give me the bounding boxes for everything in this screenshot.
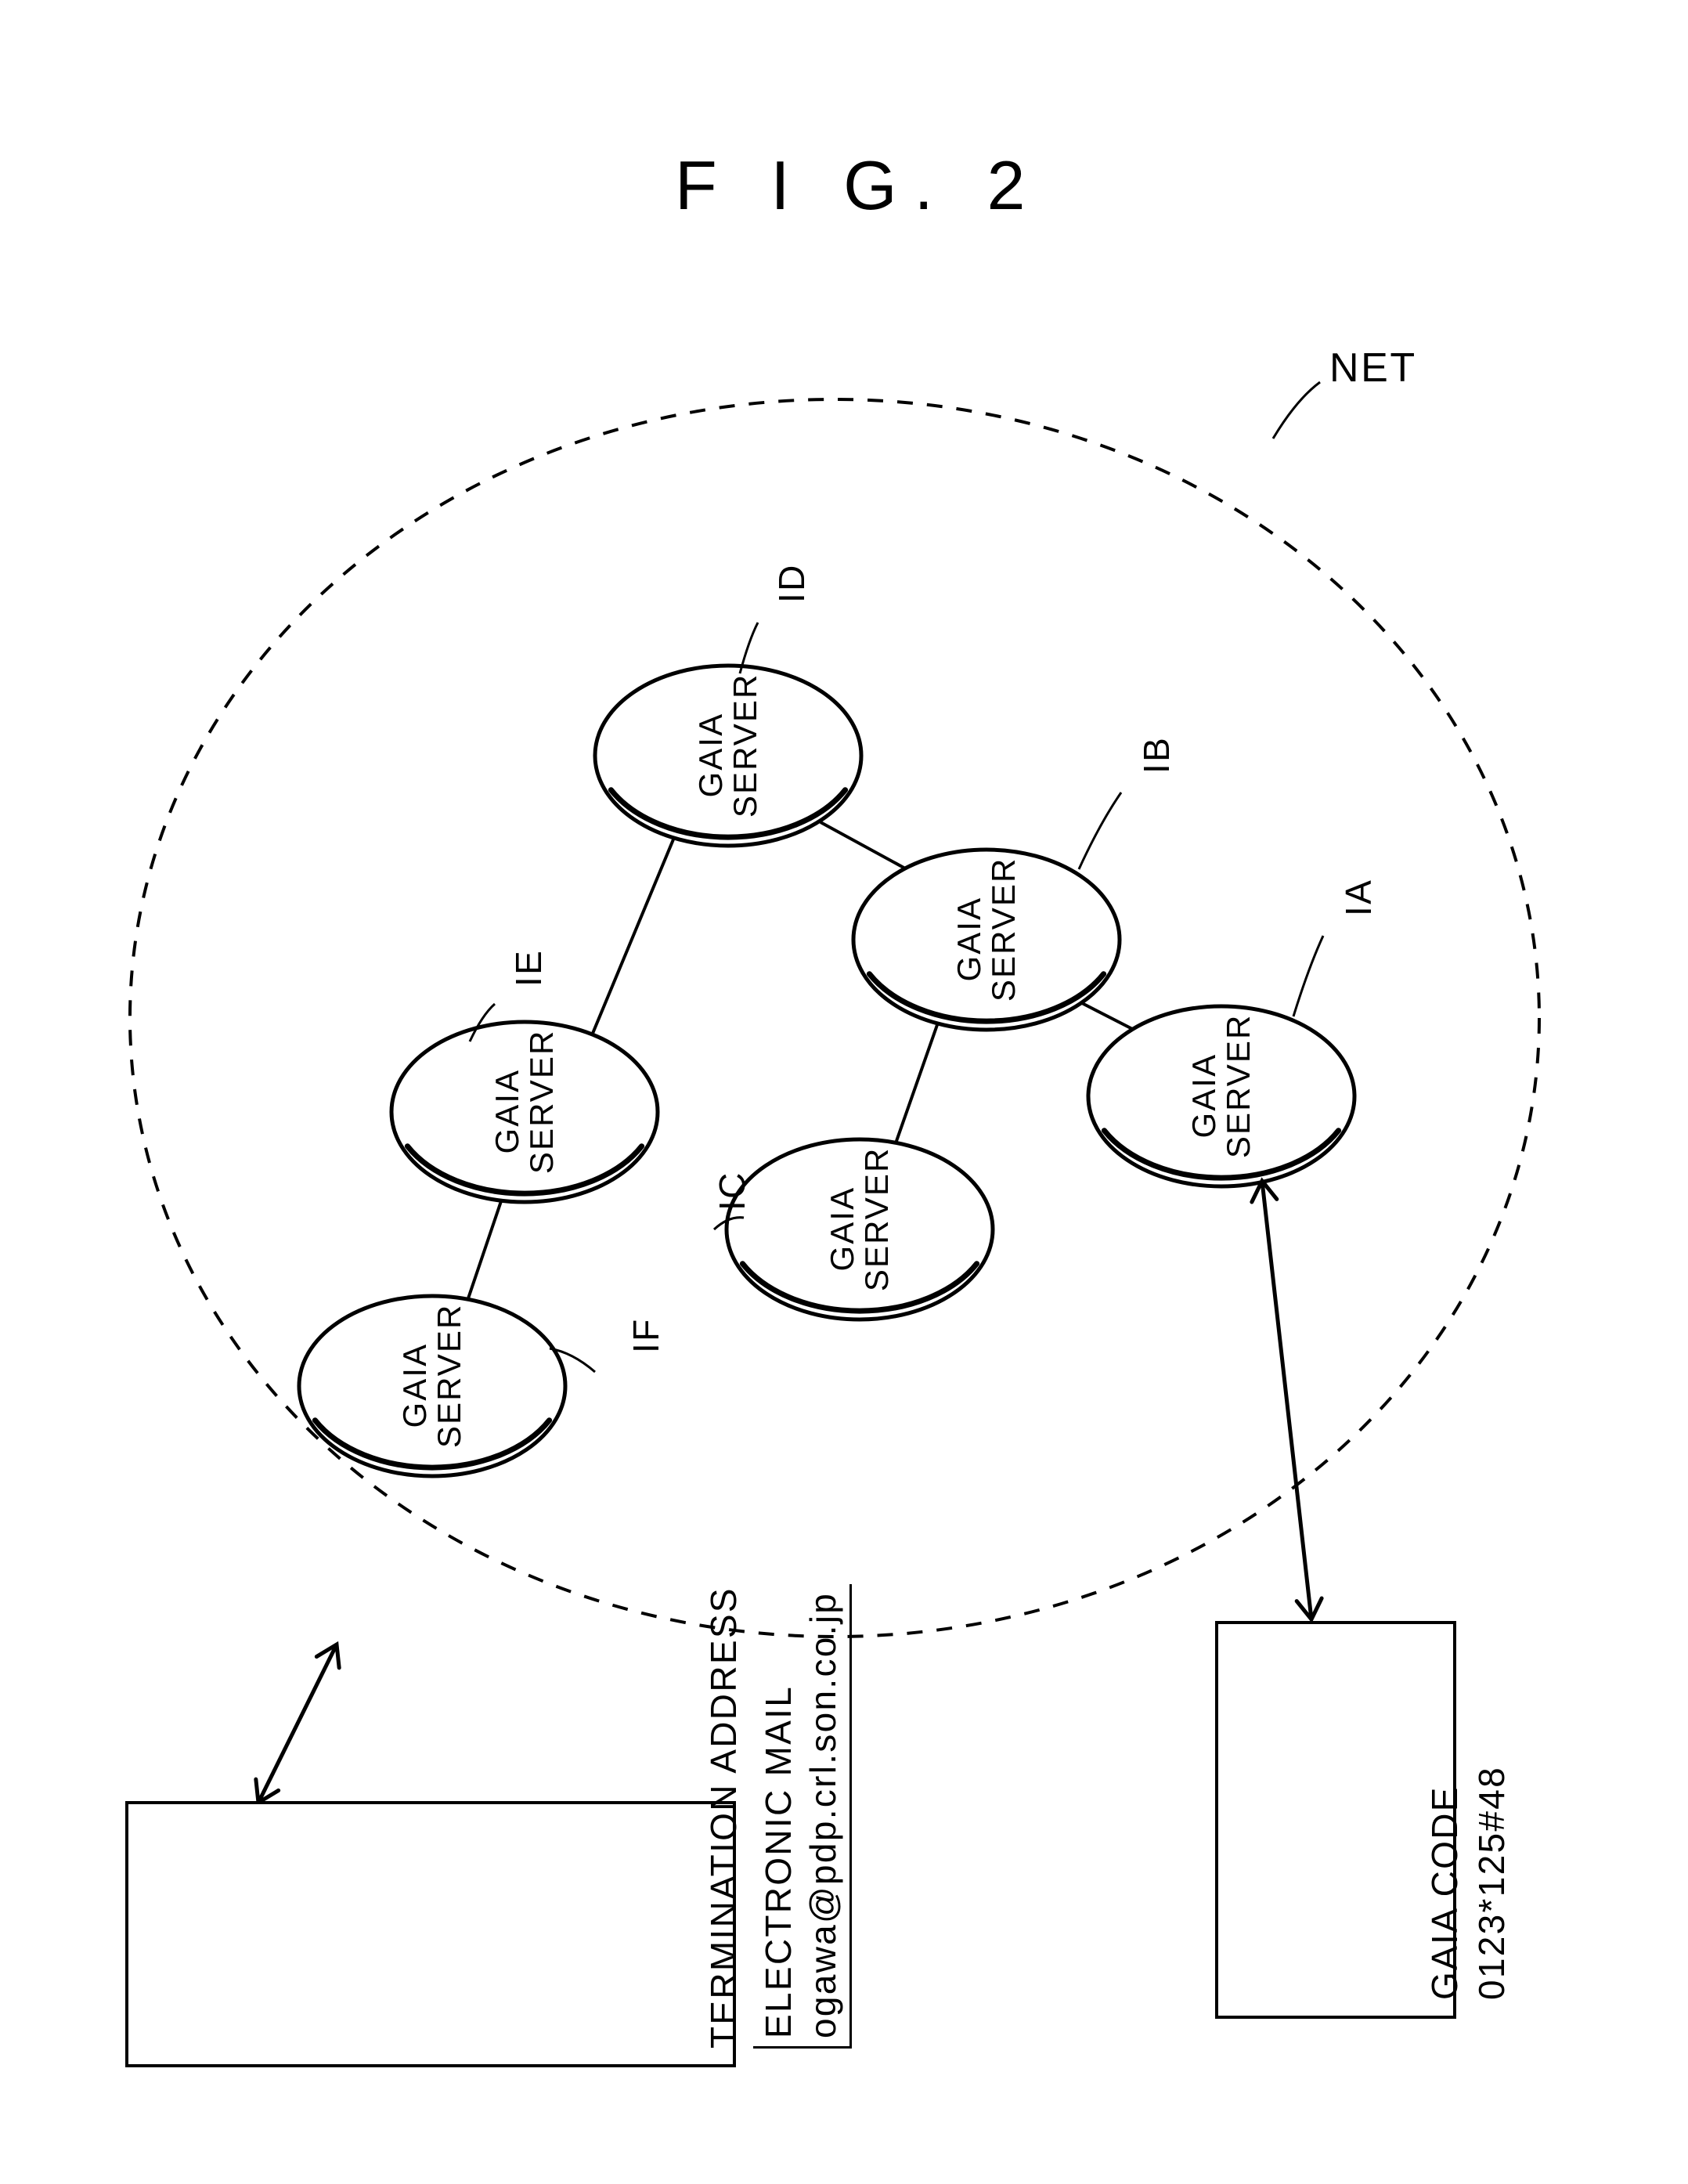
gaia-code-value: 0123*125#48 — [1469, 1766, 1516, 2000]
termination-address-line2: ELECTRONIC MAIL — [756, 1592, 802, 2038]
server-node-ref: IE — [507, 949, 550, 987]
server-node-label: GAIASERVER — [490, 1049, 559, 1174]
figure-title: F I G. 2 — [675, 146, 1042, 226]
gaia-code-label: GAIA CODE — [1422, 1766, 1469, 2000]
server-node-label: GAIASERVER — [952, 876, 1021, 1002]
server-node-ref: IA — [1337, 879, 1380, 916]
server-node-label: GAIASERVER — [1187, 1033, 1256, 1158]
termination-address-email: ogawa@pdp.crl.son.co.jp — [801, 1592, 846, 2038]
server-node-ref: IB — [1135, 736, 1178, 774]
termination-address-line1: TERMINATION ADDRESS — [702, 1584, 747, 2049]
server-node-ref: IF — [625, 1318, 667, 1353]
server-node-label: GAIASERVER — [825, 1166, 894, 1291]
termination-address-box: TERMINATION ADDRESS ELECTRONIC MAIL ogaw… — [125, 1801, 736, 2067]
gaia-code-box: GAIA CODE 0123*125#48 — [1215, 1621, 1456, 2019]
server-node-ref: ID — [770, 563, 813, 603]
server-node-label: GAIASERVER — [694, 692, 763, 818]
server-node-ref: IC — [711, 1171, 753, 1211]
cloud-label: NET — [1329, 345, 1417, 392]
server-node-label: GAIASERVER — [398, 1323, 467, 1448]
